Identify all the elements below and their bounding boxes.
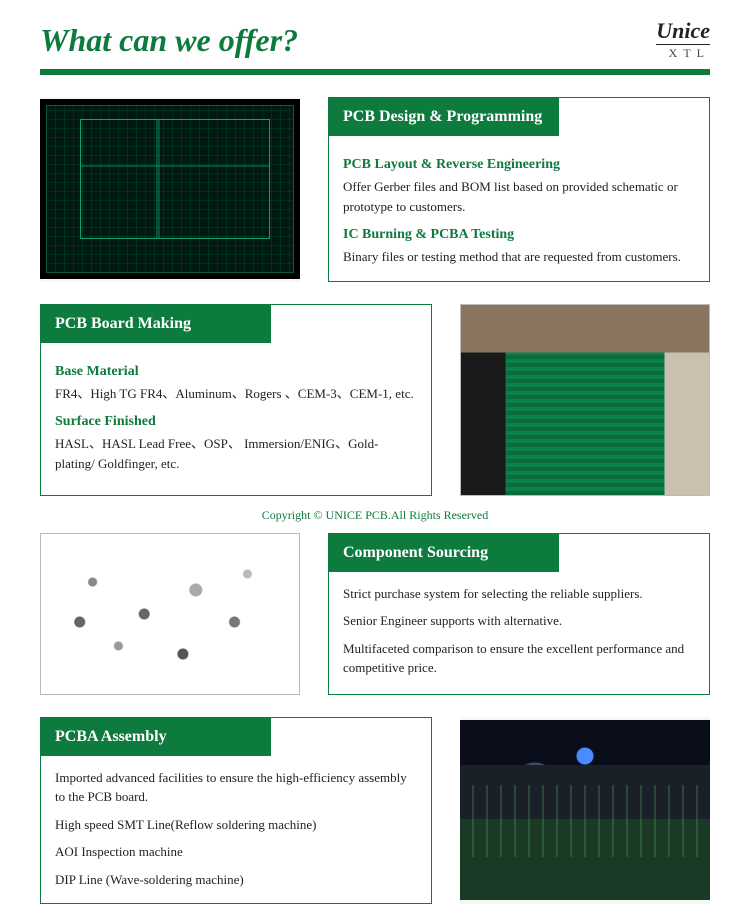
components-image [40, 533, 300, 695]
card-title: PCBA Assembly [41, 718, 271, 756]
pcb-layout-image [40, 97, 300, 282]
header-divider [40, 69, 710, 75]
text-sourcing-1: Strict purchase system for selecting the… [343, 584, 695, 604]
page-header: What can we offer? Unice XTL [40, 20, 710, 67]
section-pcba-assembly: PCBA Assembly Imported advanced faciliti… [40, 717, 710, 905]
card-component-sourcing: Component Sourcing Strict purchase syste… [328, 533, 710, 695]
text-assembly-1: Imported advanced facilities to ensure t… [55, 768, 417, 807]
card-pcba-assembly: PCBA Assembly Imported advanced faciliti… [40, 717, 432, 905]
card-title: PCB Board Making [41, 305, 271, 343]
section-board-making: PCB Board Making Base Material FR4、High … [40, 304, 710, 496]
card-design-programming: PCB Design & Programming PCB Layout & Re… [328, 97, 710, 282]
text-layout: Offer Gerber files and BOM list based on… [343, 177, 695, 216]
text-assembly-4: DIP Line (Wave-soldering machine) [55, 870, 417, 890]
text-assembly-3: AOI Inspection machine [55, 842, 417, 862]
text-ic-burning: Binary files or testing method that are … [343, 247, 695, 267]
logo-main-text: Unice [656, 20, 710, 45]
card-body: PCB Layout & Reverse Engineering Offer G… [329, 136, 709, 281]
text-surface: HASL、HASL Lead Free、OSP、 Immersion/ENIG、… [55, 434, 417, 473]
page-title: What can we offer? [40, 22, 298, 59]
card-body: Base Material FR4、High TG FR4、Aluminum、R… [41, 343, 431, 488]
subheading-ic-burning: IC Burning & PCBA Testing [343, 224, 695, 245]
card-body: Imported advanced facilities to ensure t… [41, 756, 431, 904]
text-sourcing-2: Senior Engineer supports with alternativ… [343, 611, 695, 631]
subheading-surface: Surface Finished [55, 411, 417, 432]
card-title: Component Sourcing [329, 534, 559, 572]
text-sourcing-3: Multifaceted comparison to ensure the ex… [343, 639, 695, 678]
text-base-material: FR4、High TG FR4、Aluminum、Rogers 、CEM-3、C… [55, 384, 417, 404]
subheading-base-material: Base Material [55, 361, 417, 382]
copyright-text: Copyright © UNICE PCB.All Rights Reserve… [40, 508, 710, 523]
section-component-sourcing: Component Sourcing Strict purchase syste… [40, 533, 710, 695]
card-title: PCB Design & Programming [329, 98, 559, 136]
subheading-layout: PCB Layout & Reverse Engineering [343, 154, 695, 175]
text-assembly-2: High speed SMT Line(Reflow soldering mac… [55, 815, 417, 835]
section-design-programming: PCB Design & Programming PCB Layout & Re… [40, 97, 710, 282]
brand-logo: Unice XTL [656, 20, 710, 59]
card-body: Strict purchase system for selecting the… [329, 572, 709, 692]
card-board-making: PCB Board Making Base Material FR4、High … [40, 304, 432, 496]
assembly-machine-image [460, 717, 710, 905]
logo-sub-text: XTL [656, 47, 710, 59]
pcb-fabrication-image [460, 304, 710, 496]
